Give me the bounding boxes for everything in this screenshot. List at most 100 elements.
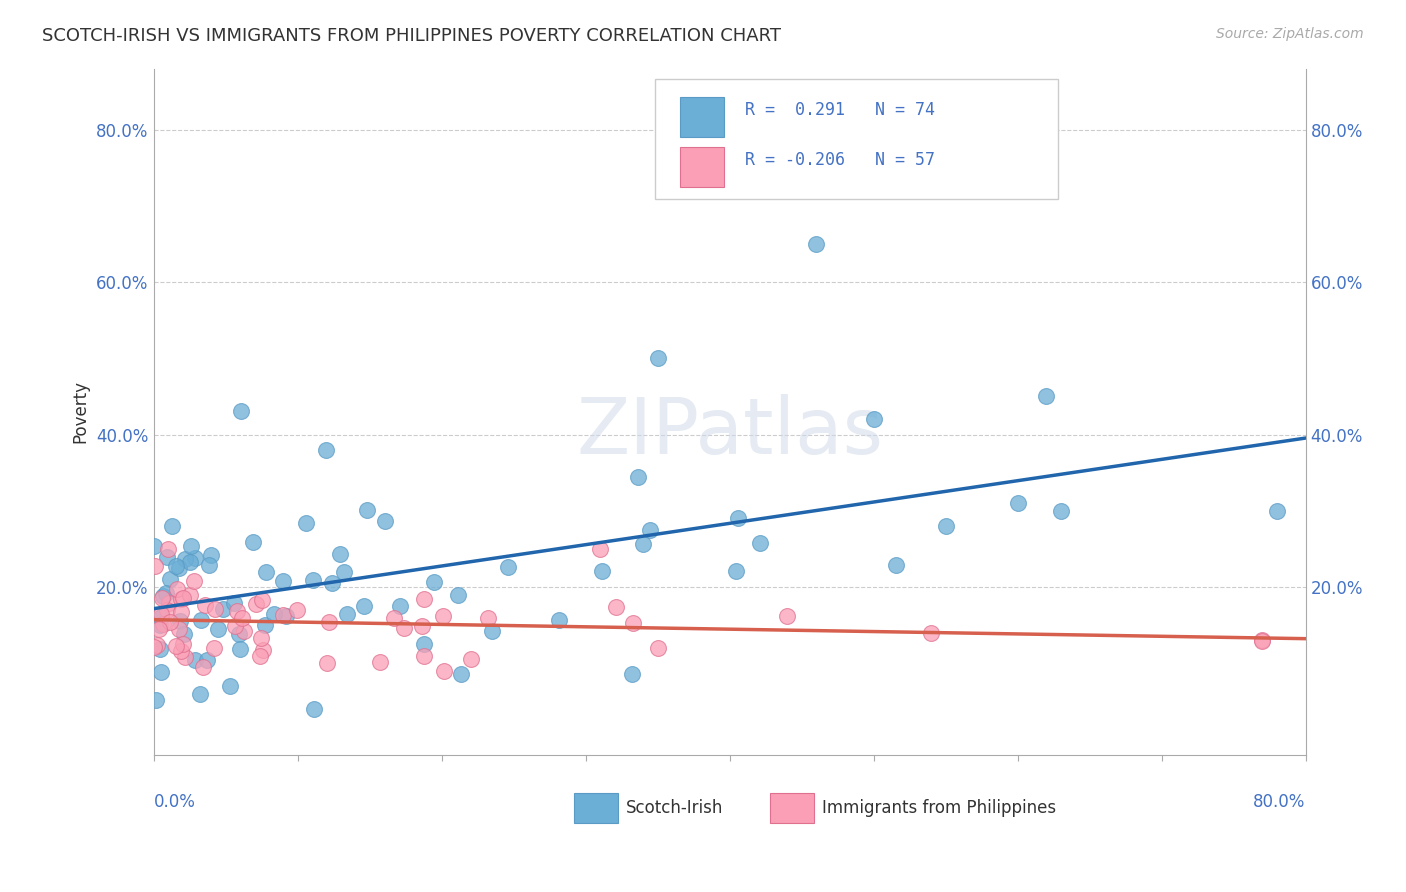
Bar [681, 147, 724, 187]
Point [174, 552, 197, 566]
Point [167, 623, 190, 637]
Point [156, 549, 179, 564]
Point [647, 351, 669, 366]
Text: Scotch-Irish: Scotch-Irish [626, 799, 723, 817]
Point [423, 575, 446, 590]
Point [321, 575, 343, 590]
Point [148, 622, 170, 636]
Point [382, 611, 405, 625]
Point [271, 608, 294, 623]
Point [592, 564, 614, 578]
Text: Source: ZipAtlas.com: Source: ZipAtlas.com [1216, 27, 1364, 41]
Point [388, 599, 411, 613]
Point [145, 692, 167, 706]
Point [920, 625, 942, 640]
Point [170, 643, 193, 657]
Point [804, 236, 827, 251]
Text: R = -0.206   N = 57: R = -0.206 N = 57 [745, 151, 935, 169]
Point [301, 574, 323, 588]
Point [169, 614, 191, 628]
Point [242, 535, 264, 549]
Point [252, 643, 274, 657]
Point [172, 637, 194, 651]
Point [353, 599, 375, 613]
Point [647, 640, 669, 655]
Point [432, 609, 454, 624]
Point [1007, 496, 1029, 510]
Point [548, 614, 571, 628]
Point [412, 637, 434, 651]
Point [332, 565, 354, 579]
Point [184, 653, 207, 667]
Point [146, 638, 169, 652]
Point [166, 582, 188, 596]
Point [316, 657, 339, 671]
Point [447, 588, 470, 602]
Text: ZIPatlas: ZIPatlas [576, 394, 883, 470]
Point [179, 588, 201, 602]
Point [295, 516, 318, 530]
Point [207, 622, 229, 636]
Point [170, 592, 193, 607]
Text: Immigrants from Philippines: Immigrants from Philippines [821, 799, 1056, 817]
Point [202, 640, 225, 655]
Point [727, 511, 749, 525]
Point [188, 687, 211, 701]
Point [302, 702, 325, 716]
Bar [681, 97, 724, 137]
Bar [574, 792, 617, 823]
Point [1251, 633, 1274, 648]
Point [156, 603, 179, 617]
FancyBboxPatch shape [655, 78, 1057, 199]
Point [172, 591, 194, 606]
Point [250, 631, 273, 645]
Point [143, 539, 166, 553]
Point [627, 470, 650, 484]
Point [173, 626, 195, 640]
Point [934, 519, 956, 533]
Point [254, 565, 277, 579]
Point [183, 574, 205, 588]
Point [776, 608, 799, 623]
Point [336, 607, 359, 621]
Point [150, 591, 173, 605]
Point [160, 519, 183, 533]
Point [749, 536, 772, 550]
Point [433, 665, 456, 679]
Point [143, 559, 166, 574]
Point [195, 653, 218, 667]
Point [157, 541, 180, 556]
Point [620, 666, 643, 681]
Point [165, 558, 187, 573]
Point [638, 523, 661, 537]
Point [193, 660, 215, 674]
Point [621, 615, 644, 630]
Point [159, 615, 181, 629]
Point [152, 589, 174, 603]
Point [225, 603, 247, 617]
Point [884, 558, 907, 572]
Point [200, 549, 222, 563]
Point [249, 648, 271, 663]
Point [413, 592, 436, 607]
Point [198, 558, 221, 572]
Point [412, 649, 434, 664]
Point [190, 613, 212, 627]
Point [368, 655, 391, 669]
Point [218, 679, 240, 693]
Point [233, 624, 256, 638]
Point [1265, 504, 1288, 518]
Point [271, 574, 294, 588]
Point [588, 541, 610, 556]
Point [179, 555, 201, 569]
Point [149, 641, 172, 656]
Point [285, 603, 308, 617]
Point [150, 665, 173, 680]
Point [174, 649, 197, 664]
Point [1049, 504, 1071, 518]
Point [150, 607, 173, 621]
Point [229, 403, 252, 417]
Point [222, 596, 245, 610]
Text: SCOTCH-IRISH VS IMMIGRANTS FROM PHILIPPINES POVERTY CORRELATION CHART: SCOTCH-IRISH VS IMMIGRANTS FROM PHILIPPI… [42, 27, 782, 45]
Point [224, 619, 246, 633]
